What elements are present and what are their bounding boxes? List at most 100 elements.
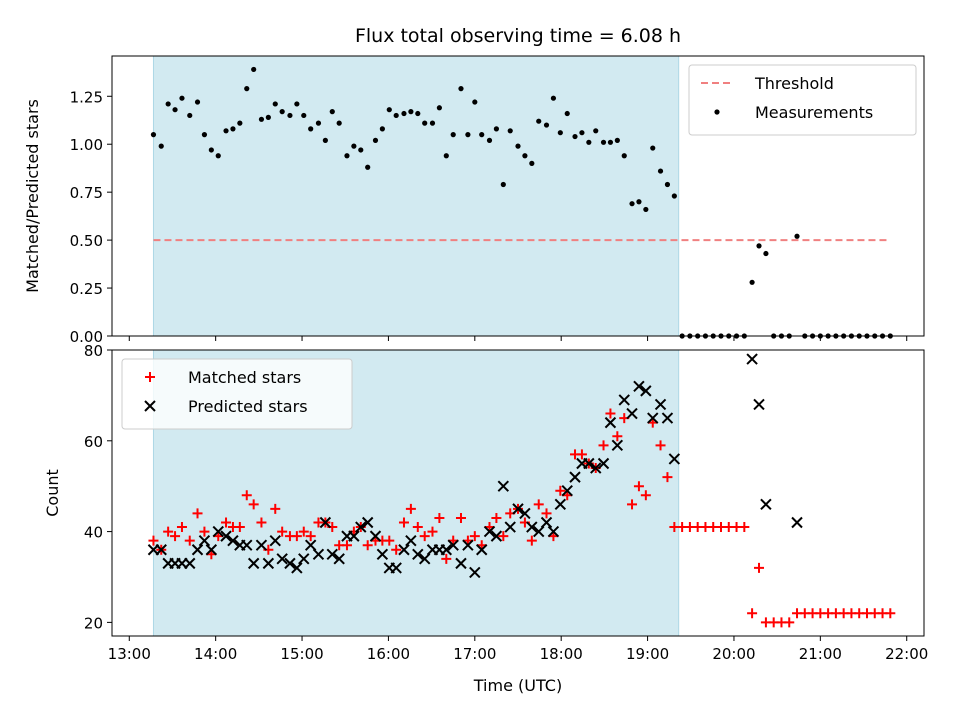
bottom-predicted-stars-point [155,544,167,556]
bottom-predicted-stars-point [376,548,389,560]
top-measurements-point [279,109,285,115]
top-measurements-point [550,95,557,101]
top-measurements-point [671,193,677,199]
top-measurements-point [308,126,314,132]
bottom-predicted-stars-point [412,548,424,560]
top-measurements-point [536,118,542,124]
bottom-predicted-stars-point [519,507,531,520]
bottom-predicted-stars-point [247,557,260,570]
top-measurements-point [315,120,322,126]
top-legend-measurements-label: Measurements [755,103,873,122]
bottom-matched-stars-point [192,508,203,519]
bottom-predicted-stars-point [326,548,338,560]
top-measurements-point [265,114,271,120]
bottom-predicted-stars-point [633,380,645,393]
bottom-predicted-stars-point [561,485,573,497]
top-measurements-point [393,112,399,119]
top-plot-background [152,55,680,337]
bottom-ytick-label: 40 [84,524,103,542]
bottom-xtick-label: 16:00 [367,645,410,663]
bottom-predicted-stars-point [746,353,758,365]
top-axes: 0.00 0.25 0.50 0.75 1.00 1.25 [70,88,908,346]
bottom-predicted-stars-point [512,503,524,515]
bottom-matched-stars-point [241,490,252,501]
bottom-predicted-stars-point [618,394,630,406]
bottom-matched-stars-point [305,531,316,542]
bottom-matched-stars-point [184,535,195,546]
top-measurements-point [564,110,570,117]
bottom-predicted-stars-point [483,525,496,538]
top-measurements-point [329,109,335,115]
bottom-predicted-stars-point [640,385,652,397]
top-measurements-point [664,181,671,188]
bottom-predicted-stars-point [526,521,538,533]
top-measurements-point [415,110,421,117]
bottom-matched-stars-point [362,540,373,551]
bottom-legend: Matched stars Predicted stars [121,358,353,430]
bottom-predicted-stars-point [227,534,239,547]
bottom-predicted-stars-point [191,544,204,556]
bottom-predicted-stars-point [298,553,310,565]
top-measurements-point [344,153,350,159]
top-panel: 0.00 0.25 0.50 0.75 1.00 1.25 Matched/Predict… [23,55,925,346]
bottom-matched-stars-point [291,531,302,542]
top-measurements-point [572,133,578,140]
bottom-matched-stars-point [598,440,609,451]
bottom-matched-stars-point [427,526,438,537]
bottom-predicted-stars-point [440,544,453,556]
top-measurements-point [794,233,800,239]
bottom-predicted-stars-point [533,525,545,538]
bottom-matched-stars-point [405,503,416,514]
bottom-ytick-label: 80 [84,342,103,360]
top-measurements-point [379,126,385,132]
bottom-matched-stars-point [176,522,187,533]
top-measurements-point [187,112,193,119]
bottom-predicted-stars-point [398,544,410,556]
top-measurements-point [614,137,620,143]
bottom-predicted-stars-point [554,498,567,511]
bottom-matched-stars-point [541,508,552,519]
bottom-matched-stars-point [248,499,259,510]
bottom-matched-stars-point [163,526,174,537]
top-measurements-point [179,95,185,101]
top-ytick-label: 0.00 [70,328,103,346]
bottom-matched-stars-point [341,540,352,551]
top-measurements-point [486,137,493,143]
top-measurements-point [586,139,592,145]
bottom-predicted-stars-point [284,557,296,570]
top-measurements-point [756,243,762,249]
top-measurements-point [557,130,563,136]
chart-title: Flux total observing time = 6.08 h [355,25,681,47]
bottom-xtick-label: 14:00 [194,645,237,663]
bottom-matched-stars-point [491,512,502,523]
bottom-predicted-stars-point [205,544,218,556]
bottom-predicted-stars-point [418,553,431,565]
bottom-matched-stars-point [612,431,623,442]
top-measurements-point [251,66,257,73]
bottom-predicted-stars-point [476,544,488,556]
bottom-predicted-stars-point [291,562,303,574]
bottom-matched-stars-point [784,617,795,628]
top-measurements-point [365,164,371,170]
top-observing-span [152,55,680,337]
top-measurements-point [244,86,250,92]
bottom-predicted-stars-point [369,530,382,542]
bottom-predicted-stars-point [760,498,772,511]
bottom-predicted-stars-point [184,557,196,570]
top-measurements-point [194,99,201,105]
top-axes-frame [111,55,925,337]
top-measurements-point [150,132,157,138]
top-measurements-point [351,143,357,149]
top-measurements-point [287,112,293,119]
bottom-matched-stars-point [655,440,666,451]
bottom-axes: 20 40 60 80 13:00 14:00 15:00 16:00 17:00 18:00 19… [84,342,928,663]
top-measurements-point [272,101,278,107]
bottom-predicted-stars-point [276,553,288,565]
top-measurements-point [201,132,208,138]
top-measurements-point [465,132,471,138]
top-measurements-point [515,143,521,149]
bottom-predicted-stars-point [348,530,360,542]
bottom-matched-stars-point [633,481,644,492]
bottom-predicted-stars-point [241,539,253,551]
bottom-matched-stars-point [441,553,452,564]
